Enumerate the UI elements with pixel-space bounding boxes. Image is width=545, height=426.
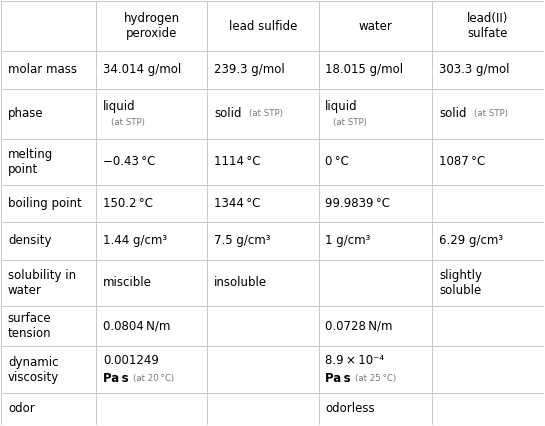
Text: 239.3 g/mol: 239.3 g/mol — [214, 63, 284, 76]
Text: (at 20 °C): (at 20 °C) — [132, 374, 174, 383]
Text: water: water — [359, 20, 392, 33]
Text: density: density — [8, 234, 51, 248]
Text: solid: solid — [439, 107, 467, 120]
Text: 1.44 g/cm³: 1.44 g/cm³ — [103, 234, 167, 248]
Text: phase: phase — [8, 107, 44, 120]
Text: dynamic
viscosity: dynamic viscosity — [8, 356, 59, 383]
Text: 1114 °C: 1114 °C — [214, 155, 261, 168]
Text: 34.014 g/mol: 34.014 g/mol — [103, 63, 181, 76]
Text: −0.43 °C: −0.43 °C — [103, 155, 155, 168]
Text: lead(II)
sulfate: lead(II) sulfate — [468, 12, 508, 40]
Text: 7.5 g/cm³: 7.5 g/cm³ — [214, 234, 270, 248]
Text: 303.3 g/mol: 303.3 g/mol — [439, 63, 510, 76]
Text: 0.001249: 0.001249 — [103, 354, 159, 367]
Text: insoluble: insoluble — [214, 276, 267, 289]
Text: liquid: liquid — [103, 100, 135, 112]
Text: odor: odor — [8, 402, 35, 415]
Text: solubility in
water: solubility in water — [8, 269, 76, 297]
Text: (at STP): (at STP) — [474, 109, 508, 118]
Text: boiling point: boiling point — [8, 197, 82, 210]
Text: 0.0804 N/m: 0.0804 N/m — [103, 320, 170, 333]
Text: 1 g/cm³: 1 g/cm³ — [325, 234, 371, 248]
Text: 6.29 g/cm³: 6.29 g/cm³ — [439, 234, 503, 248]
Text: solid: solid — [214, 107, 241, 120]
Text: lead sulfide: lead sulfide — [229, 20, 297, 33]
Text: 8.9 × 10⁻⁴: 8.9 × 10⁻⁴ — [325, 354, 384, 367]
Text: 1344 °C: 1344 °C — [214, 197, 261, 210]
Text: liquid: liquid — [325, 100, 358, 112]
Text: (at STP): (at STP) — [333, 118, 367, 127]
Text: miscible: miscible — [103, 276, 152, 289]
Text: Pa s: Pa s — [103, 372, 129, 386]
Text: (at STP): (at STP) — [249, 109, 283, 118]
Text: molar mass: molar mass — [8, 63, 77, 76]
Text: surface
tension: surface tension — [8, 312, 52, 340]
Text: slightly
soluble: slightly soluble — [439, 269, 482, 297]
Text: 18.015 g/mol: 18.015 g/mol — [325, 63, 403, 76]
Text: odorless: odorless — [325, 402, 375, 415]
Text: (at STP): (at STP) — [111, 118, 145, 127]
Text: 99.9839 °C: 99.9839 °C — [325, 197, 390, 210]
Text: (at 25 °C): (at 25 °C) — [355, 374, 396, 383]
Text: hydrogen
peroxide: hydrogen peroxide — [124, 12, 180, 40]
Text: 1087 °C: 1087 °C — [439, 155, 485, 168]
Text: 0 °C: 0 °C — [325, 155, 349, 168]
Text: melting
point: melting point — [8, 148, 53, 176]
Text: 150.2 °C: 150.2 °C — [103, 197, 153, 210]
Text: Pa s: Pa s — [325, 372, 351, 386]
Text: 0.0728 N/m: 0.0728 N/m — [325, 320, 392, 333]
